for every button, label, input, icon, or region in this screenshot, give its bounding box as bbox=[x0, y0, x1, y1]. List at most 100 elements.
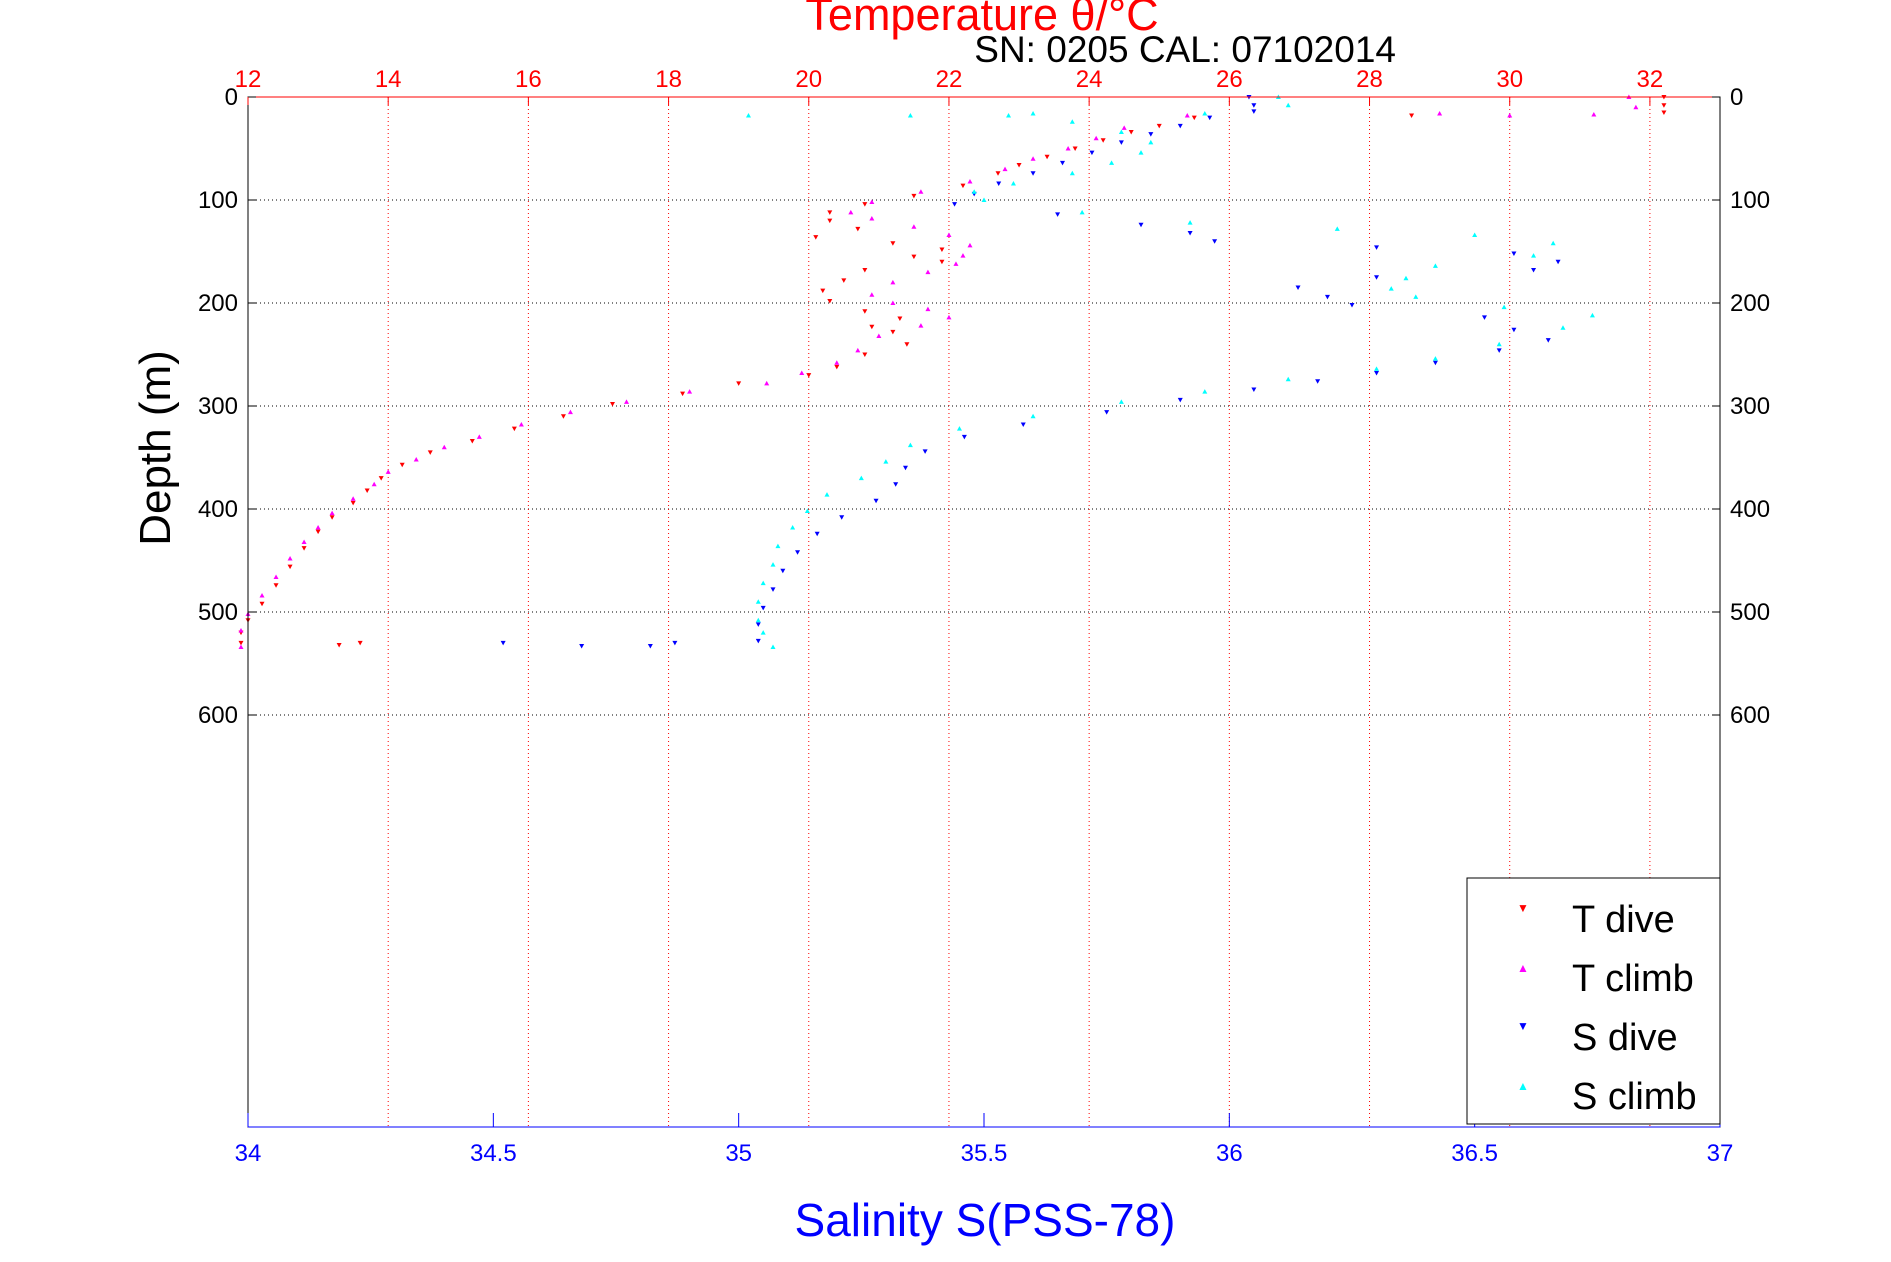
depth-tick-label-left: 0 bbox=[225, 84, 238, 111]
data-point-s-dive bbox=[952, 202, 958, 207]
data-point-s-climb bbox=[883, 459, 889, 464]
data-point-t-climb bbox=[371, 481, 377, 487]
data-point-t-dive bbox=[897, 316, 903, 321]
data-point-s-dive bbox=[893, 482, 899, 487]
data-point-s-dive bbox=[500, 640, 506, 646]
data-point-t-dive bbox=[238, 640, 244, 646]
data-point-s-climb bbox=[824, 492, 830, 497]
temperature-tick-label: 32 bbox=[1637, 66, 1664, 93]
data-point-t-dive bbox=[890, 329, 896, 335]
data-point-s-dive bbox=[1055, 212, 1061, 217]
data-point-t-climb bbox=[301, 539, 307, 544]
data-point-t-dive bbox=[1100, 138, 1106, 143]
data-point-t-dive bbox=[1661, 110, 1667, 115]
depth-tick-label-left: 500 bbox=[198, 599, 238, 626]
data-point-t-climb bbox=[855, 347, 861, 353]
data-point-t-climb bbox=[441, 444, 447, 450]
data-point-s-dive bbox=[755, 638, 761, 644]
data-point-t-dive bbox=[1044, 154, 1050, 160]
depth-tick-label-right: 0 bbox=[1730, 84, 1743, 111]
data-point-t-dive bbox=[862, 268, 868, 273]
data-point-s-dive bbox=[1555, 259, 1561, 265]
data-point-s-climb bbox=[1388, 286, 1394, 291]
data-point-t-dive bbox=[827, 210, 833, 215]
data-point-s-climb bbox=[1501, 304, 1507, 310]
depth-tick-label-left: 100 bbox=[198, 187, 238, 214]
data-point-t-climb bbox=[238, 628, 244, 633]
data-point-s-dive bbox=[755, 622, 761, 627]
depth-tick-label-left: 600 bbox=[198, 702, 238, 729]
data-point-s-climb bbox=[1550, 240, 1556, 246]
data-point-t-dive bbox=[834, 364, 840, 370]
data-point-s-dive bbox=[1295, 285, 1301, 291]
data-point-s-dive bbox=[1511, 251, 1517, 257]
data-point-t-climb bbox=[834, 360, 840, 365]
temperature-tick-label: 26 bbox=[1216, 66, 1243, 93]
data-point-t-climb bbox=[273, 574, 279, 579]
data-point-t-dive bbox=[469, 439, 475, 444]
depth-tick-label-right: 300 bbox=[1730, 393, 1770, 420]
temperature-tick-label: 14 bbox=[375, 66, 402, 93]
data-point-t-climb bbox=[567, 409, 573, 415]
data-point-s-dive bbox=[1531, 268, 1537, 273]
data-point-s-dive bbox=[902, 465, 908, 471]
data-point-t-climb bbox=[1507, 113, 1513, 118]
data-point-t-climb bbox=[925, 269, 931, 275]
data-point-s-climb bbox=[804, 508, 810, 514]
data-point-t-dive bbox=[1072, 146, 1078, 151]
data-point-t-climb bbox=[876, 333, 882, 338]
data-point-s-dive bbox=[1177, 123, 1183, 129]
data-point-t-dive bbox=[890, 241, 896, 246]
data-point-t-climb bbox=[385, 469, 391, 474]
data-point-t-climb bbox=[869, 292, 875, 297]
legend-label-t-dive: T dive bbox=[1572, 899, 1675, 941]
data-point-s-dive bbox=[1251, 109, 1257, 114]
data-point-s-dive bbox=[1349, 303, 1355, 308]
data-point-t-climb bbox=[967, 242, 973, 248]
data-point-t-dive bbox=[806, 373, 812, 378]
depth-tick-label-right: 200 bbox=[1730, 290, 1770, 317]
data-point-s-dive bbox=[1496, 348, 1502, 353]
depth-tick-label-right: 400 bbox=[1730, 496, 1770, 523]
data-point-s-dive bbox=[1118, 140, 1124, 145]
data-point-s-dive bbox=[647, 643, 653, 649]
data-point-s-dive bbox=[1212, 239, 1218, 244]
data-point-s-climb bbox=[1374, 366, 1380, 371]
data-point-s-climb bbox=[1202, 389, 1208, 394]
data-point-t-climb bbox=[476, 434, 482, 439]
data-point-s-climb bbox=[755, 617, 761, 623]
data-point-s-climb bbox=[1531, 253, 1537, 258]
temperature-tick-label: 28 bbox=[1356, 66, 1383, 93]
data-point-s-dive bbox=[996, 181, 1002, 187]
data-point-s-climb bbox=[1069, 170, 1075, 176]
depth-tick-label-left: 400 bbox=[198, 496, 238, 523]
data-point-t-climb bbox=[890, 300, 896, 305]
data-point-s-climb bbox=[1285, 102, 1291, 108]
data-point-s-climb bbox=[1109, 160, 1115, 165]
data-point-s-dive bbox=[1177, 397, 1183, 403]
data-point-s-dive bbox=[1020, 422, 1026, 428]
data-point-s-climb bbox=[1403, 275, 1409, 281]
data-point-s-climb bbox=[1030, 413, 1036, 419]
data-point-t-dive bbox=[609, 401, 615, 407]
depth-tick-label-right: 100 bbox=[1730, 187, 1770, 214]
data-point-t-dive bbox=[680, 391, 686, 397]
salinity-tick-label: 36.5 bbox=[1451, 1140, 1498, 1167]
data-point-t-dive bbox=[1661, 103, 1667, 108]
data-point-t-climb bbox=[1002, 166, 1008, 172]
data-point-s-climb bbox=[981, 197, 987, 202]
legend-label-t-climb: T climb bbox=[1572, 958, 1694, 1000]
data-point-t-dive bbox=[827, 298, 833, 304]
data-point-t-dive bbox=[1016, 162, 1022, 168]
data-point-s-climb bbox=[760, 580, 766, 586]
data-point-t-climb bbox=[1437, 110, 1443, 116]
data-point-s-climb bbox=[1010, 181, 1016, 186]
salinity-tick-label: 35 bbox=[725, 1140, 752, 1167]
data-point-t-dive bbox=[315, 529, 321, 535]
legend-entry-t-dive: ▼ T dive bbox=[1517, 899, 1675, 941]
data-point-s-dive bbox=[672, 640, 678, 646]
depth-tick-label-left: 300 bbox=[198, 393, 238, 420]
data-point-t-dive bbox=[736, 381, 742, 386]
temperature-tick-label: 20 bbox=[795, 66, 822, 93]
